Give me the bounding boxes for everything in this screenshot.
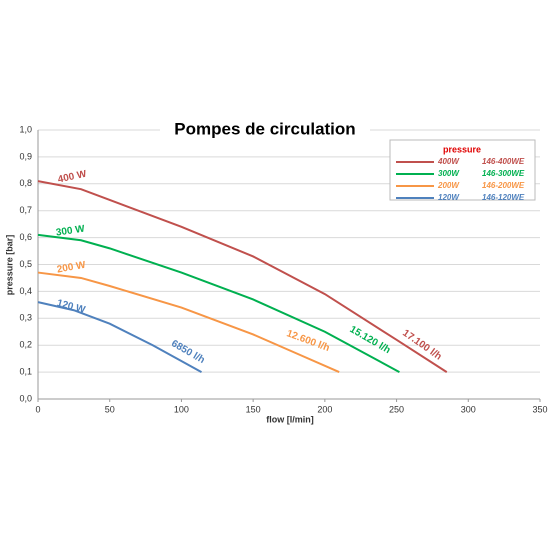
x-tick-label: 0 xyxy=(35,404,40,414)
y-tick-label: 0,8 xyxy=(19,178,32,188)
x-axis-label: flow [l/min] xyxy=(266,414,314,424)
x-tick-label: 100 xyxy=(174,404,189,414)
y-tick-label: 0,5 xyxy=(19,259,32,269)
curve-label: 120 W xyxy=(56,298,87,316)
x-tick-label: 250 xyxy=(389,404,404,414)
curve xyxy=(37,301,202,373)
y-tick-label: 0,3 xyxy=(19,313,32,323)
y-tick-label: 0,6 xyxy=(19,232,32,242)
y-tick-label: 0,2 xyxy=(19,340,32,350)
x-tick-label: 300 xyxy=(461,404,476,414)
title-background xyxy=(160,118,370,140)
chart-title: Pompes de circulation xyxy=(174,119,355,138)
legend-title: pressure xyxy=(443,144,481,154)
y-tick-label: 0,4 xyxy=(19,286,32,296)
legend-model: 146-120WE xyxy=(482,193,525,202)
curve xyxy=(37,233,400,373)
curve-label: 300 W xyxy=(55,224,86,239)
legend-model: 146-400WE xyxy=(482,157,525,166)
y-tick-label: 0,7 xyxy=(19,205,32,215)
curve-label: 400 W xyxy=(57,169,88,186)
legend-model: 146-300WE xyxy=(482,169,525,178)
legend-label: 400W xyxy=(437,157,460,166)
end-label: 15.120 l/h xyxy=(348,324,392,356)
y-tick-label: 0,0 xyxy=(19,393,32,403)
legend-model: 146-200WE xyxy=(482,181,525,190)
y-tick-label: 0,9 xyxy=(19,151,32,161)
plot: 0,0 0,1 0,2 0,3 0,4 0,5 0,6 0,7 0,8 0,9 1,0 0 50 100 1… xyxy=(19,118,548,414)
legend-label: 200W xyxy=(437,181,460,190)
x-tick-label: 50 xyxy=(105,404,115,414)
legend-box xyxy=(389,139,536,201)
end-label: 6850 l/h xyxy=(169,338,206,366)
y-tick-label: 1,0 xyxy=(19,124,32,134)
legend-label: 300W xyxy=(438,169,460,178)
curve xyxy=(37,271,340,374)
x-tick-label: 200 xyxy=(317,404,332,414)
curve-label: 200 W xyxy=(56,260,87,276)
curve xyxy=(37,180,448,373)
y-tick-label: 0,1 xyxy=(19,366,32,376)
x-tick-label: 150 xyxy=(246,404,261,414)
x-tick-label: 350 xyxy=(532,404,547,414)
y-axis-label: pressure [bar] xyxy=(4,235,14,296)
legend-label: 120W xyxy=(438,193,460,202)
